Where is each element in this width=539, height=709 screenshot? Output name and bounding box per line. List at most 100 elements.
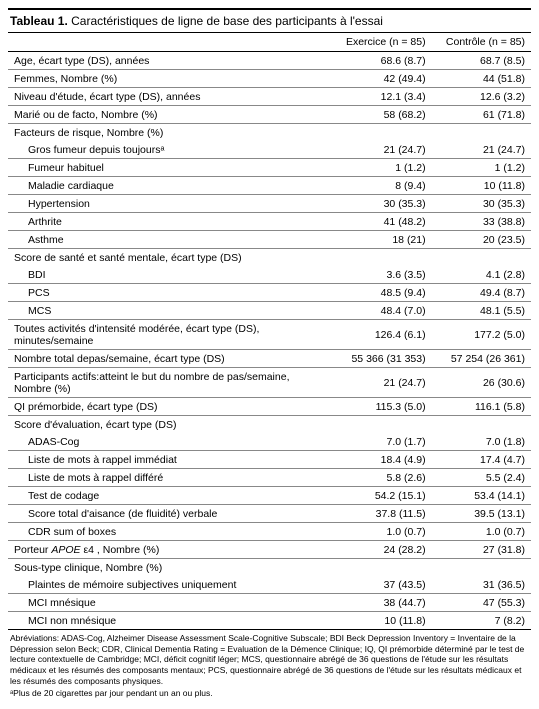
row-control-value: 61 (71.8) [432, 106, 531, 124]
row-control-value: 116.1 (5.8) [432, 398, 531, 416]
row-control-value: 48.1 (5.5) [432, 302, 531, 320]
row-control-value: 53.4 (14.1) [432, 487, 531, 505]
row-control-value: 26 (30.6) [432, 368, 531, 398]
table-row: Toutes activités d'intensité modérée, éc… [8, 320, 531, 350]
table-row: Facteurs de risque, Nombre (%) [8, 124, 531, 142]
row-label: Maladie cardiaque [8, 177, 332, 195]
row-label: QI prémorbide, écart type (DS) [8, 398, 332, 416]
table-row: Fumeur habituel1 (1.2)1 (1.2) [8, 159, 531, 177]
row-label: Facteurs de risque, Nombre (%) [8, 124, 332, 142]
row-exercise-value: 42 (49.4) [332, 70, 431, 88]
table-row: Gros fumeur depuis toujoursᵃ21 (24.7)21 … [8, 141, 531, 159]
row-control-value: 47 (55.3) [432, 594, 531, 612]
row-exercise-value [332, 559, 431, 577]
table-body: Age, écart type (DS), années68.6 (8.7)68… [8, 52, 531, 630]
table-row: Participants actifs:atteint le but du no… [8, 368, 531, 398]
table-row: Liste de mots à rappel immédiat18.4 (4.9… [8, 451, 531, 469]
row-control-value [432, 416, 531, 434]
row-label: Liste de mots à rappel immédiat [8, 451, 332, 469]
table-row: Maladie cardiaque8 (9.4)10 (11.8) [8, 177, 531, 195]
table-row: Age, écart type (DS), années68.6 (8.7)68… [8, 52, 531, 70]
table-row: Arthrite41 (48.2)33 (38.8) [8, 213, 531, 231]
row-control-value: 7.0 (1.8) [432, 433, 531, 451]
table-row: Porteur APOE ε4 , Nombre (%)24 (28.2)27 … [8, 541, 531, 559]
row-exercise-value: 18.4 (4.9) [332, 451, 431, 469]
row-control-value: 7 (8.2) [432, 612, 531, 630]
row-exercise-value: 24 (28.2) [332, 541, 431, 559]
row-label: CDR sum of boxes [8, 523, 332, 541]
table-row: Score total d'aisance (de fluidité) verb… [8, 505, 531, 523]
row-exercise-value: 38 (44.7) [332, 594, 431, 612]
table-row: Femmes, Nombre (%)42 (49.4)44 (51.8) [8, 70, 531, 88]
row-label: ADAS-Cog [8, 433, 332, 451]
title-number: Tableau 1. [10, 14, 68, 28]
row-exercise-value: 7.0 (1.7) [332, 433, 431, 451]
row-exercise-value: 1 (1.2) [332, 159, 431, 177]
row-label: MCS [8, 302, 332, 320]
row-exercise-value: 5.8 (2.6) [332, 469, 431, 487]
row-exercise-value [332, 416, 431, 434]
row-label: Femmes, Nombre (%) [8, 70, 332, 88]
table-row: Score de santé et santé mentale, écart t… [8, 249, 531, 267]
row-exercise-value: 48.4 (7.0) [332, 302, 431, 320]
row-label: Sous-type clinique, Nombre (%) [8, 559, 332, 577]
row-control-value [432, 124, 531, 142]
table-row: Plaintes de mémoire subjectives uniqueme… [8, 576, 531, 594]
row-exercise-value: 115.3 (5.0) [332, 398, 431, 416]
table-row: Score d'évaluation, écart type (DS) [8, 416, 531, 434]
table-row: BDI3.6 (3.5)4.1 (2.8) [8, 266, 531, 284]
row-control-value: 44 (51.8) [432, 70, 531, 88]
header-row: Exercice (n = 85) Contrôle (n = 85) [8, 33, 531, 52]
row-control-value: 27 (31.8) [432, 541, 531, 559]
table-row: ADAS-Cog7.0 (1.7)7.0 (1.8) [8, 433, 531, 451]
row-exercise-value: 37.8 (11.5) [332, 505, 431, 523]
row-exercise-value [332, 249, 431, 267]
footnote-a: ᵃPlus de 20 cigarettes par jour pendant … [10, 688, 529, 699]
table-row: Niveau d'étude, écart type (DS), années 1… [8, 88, 531, 106]
row-control-value: 10 (11.8) [432, 177, 531, 195]
row-label: Plaintes de mémoire subjectives uniqueme… [8, 576, 332, 594]
row-control-value: 57 254 (26 361) [432, 350, 531, 368]
row-exercise-value: 68.6 (8.7) [332, 52, 431, 70]
table-row: Sous-type clinique, Nombre (%) [8, 559, 531, 577]
row-exercise-value: 58 (68.2) [332, 106, 431, 124]
row-label: Age, écart type (DS), années [8, 52, 332, 70]
row-label: Score total d'aisance (de fluidité) verb… [8, 505, 332, 523]
row-label: Score de santé et santé mentale, écart t… [8, 249, 332, 267]
table-row: MCI non mnésique10 (11.8)7 (8.2) [8, 612, 531, 630]
row-label: Hypertension [8, 195, 332, 213]
row-label: Asthme [8, 231, 332, 249]
row-exercise-value: 54.2 (15.1) [332, 487, 431, 505]
row-control-value: 5.5 (2.4) [432, 469, 531, 487]
row-label: Niveau d'étude, écart type (DS), années [8, 88, 332, 106]
table-row: Marié ou de facto, Nombre (%)58 (68.2)61… [8, 106, 531, 124]
row-control-value: 177.2 (5.0) [432, 320, 531, 350]
title-text: Caractéristiques de ligne de base des pa… [71, 14, 383, 28]
row-exercise-value: 48.5 (9.4) [332, 284, 431, 302]
row-exercise-value: 126.4 (6.1) [332, 320, 431, 350]
row-exercise-value: 41 (48.2) [332, 213, 431, 231]
table-row: QI prémorbide, écart type (DS)115.3 (5.0… [8, 398, 531, 416]
row-label: Toutes activités d'intensité modérée, éc… [8, 320, 332, 350]
row-label: Liste de mots à rappel différé [8, 469, 332, 487]
header-exercise: Exercice (n = 85) [332, 33, 431, 52]
row-control-value [432, 249, 531, 267]
table-row: Test de codage54.2 (15.1)53.4 (14.1) [8, 487, 531, 505]
row-exercise-value: 30 (35.3) [332, 195, 431, 213]
row-control-value [432, 559, 531, 577]
row-exercise-value: 8 (9.4) [332, 177, 431, 195]
table-row: CDR sum of boxes1.0 (0.7)1.0 (0.7) [8, 523, 531, 541]
row-control-value: 12.6 (3.2) [432, 88, 531, 106]
header-empty [8, 33, 332, 52]
row-control-value: 31 (36.5) [432, 576, 531, 594]
row-label: Score d'évaluation, écart type (DS) [8, 416, 332, 434]
row-control-value: 21 (24.7) [432, 141, 531, 159]
row-exercise-value [332, 124, 431, 142]
table-row: MCI mnésique38 (44.7)47 (55.3) [8, 594, 531, 612]
table-row: MCS48.4 (7.0)48.1 (5.5) [8, 302, 531, 320]
row-exercise-value: 3.6 (3.5) [332, 266, 431, 284]
row-control-value: 39.5 (13.1) [432, 505, 531, 523]
row-label: Arthrite [8, 213, 332, 231]
table-row: Liste de mots à rappel différé5.8 (2.6)5… [8, 469, 531, 487]
row-control-value: 20 (23.5) [432, 231, 531, 249]
